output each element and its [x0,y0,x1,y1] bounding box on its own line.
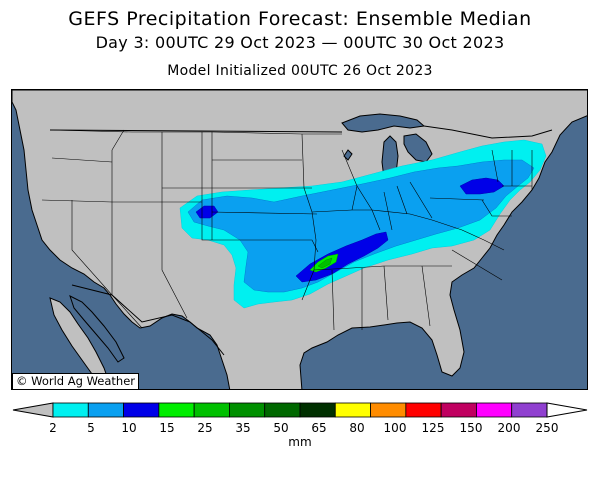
precipitation-colorbar [12,402,588,418]
colorbar-swatch [52,402,89,418]
colorbar-under-arrow [12,402,54,418]
colorbar-tick-label: 25 [197,421,213,435]
precip-5mm [187,159,535,293]
colorbar-tick-label: 125 [421,421,445,435]
colorbar-tick-label: 50 [273,421,289,435]
colorbar-tick-label: 35 [235,421,251,435]
colorbar-units: mm [288,435,312,449]
colorbar-tick-label: 150 [459,421,483,435]
colorbar-swatch [511,402,548,418]
colorbar-tick-label: 65 [311,421,327,435]
colorbar-swatch [476,402,513,418]
forecast-period: Day 3: 00UTC 29 Oct 2023 — 00UTC 30 Oct … [95,33,505,52]
gulf-of-california [69,295,125,363]
map-credit: © World Ag Weather [12,373,140,390]
colorbar-tick-label: 10 [121,421,137,435]
model-initialized: Model Initialized 00UTC 26 Oct 2023 [167,63,433,79]
colorbar-tick-label: 80 [349,421,365,435]
colorbar-swatch [334,402,371,418]
colorbar-swatch [370,402,407,418]
colorbar-swatch [440,402,477,418]
precip-25mm [317,257,333,269]
colorbar-swatch [405,402,442,418]
colorbar-swatch [193,402,230,418]
chart-title: GEFS Precipitation Forecast: Ensemble Me… [68,8,532,30]
colorbar-tick-label: 2 [49,421,57,435]
colorbar-tick-label: 250 [535,421,559,435]
colorbar-tick-label: 5 [87,421,95,435]
precipitation-map [11,89,588,390]
colorbar-tick-label: 200 [497,421,521,435]
colorbar-swatch [229,402,266,418]
colorbar-tick-label: 15 [159,421,175,435]
colorbar-tick-label: 100 [383,421,407,435]
state-boundaries [41,129,533,331]
country-borders [49,125,553,356]
colorbar-swatch [158,402,195,418]
colorbar-swatch [299,402,336,418]
colorbar-swatch [264,402,301,418]
colorbar-over-arrow [546,402,588,418]
colorbar-swatch [123,402,160,418]
colorbar-swatch [87,402,124,418]
